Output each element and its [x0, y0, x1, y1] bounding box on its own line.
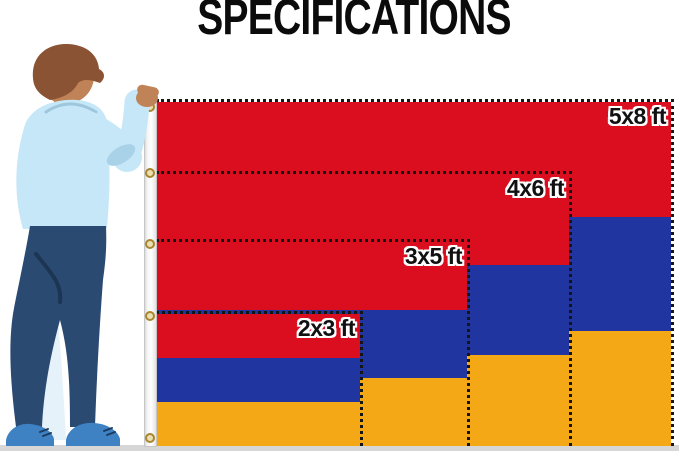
elbow-shade — [106, 144, 136, 166]
stripe-blue — [156, 358, 360, 402]
stripe-red — [156, 314, 360, 358]
grommet-icon — [145, 168, 155, 178]
shoe-laces — [39, 427, 116, 437]
flag-size-2x3: 2x3 ft — [156, 311, 363, 446]
hand — [136, 89, 158, 107]
between-legs-shadow — [38, 318, 66, 440]
size-label-4x6: 4x6 ft — [506, 175, 565, 201]
pants-seam — [34, 252, 63, 304]
page-title: SPECIFICATIONS — [196, 0, 511, 45]
person-illustration — [6, 43, 159, 446]
size-label-3x5: 3x5 ft — [404, 243, 463, 269]
grommet-icon — [145, 433, 155, 443]
ground-line — [0, 445, 679, 451]
shoe-right — [66, 422, 120, 446]
hair — [32, 43, 105, 100]
collar — [44, 102, 98, 114]
shoe-left — [6, 423, 54, 446]
grommet-icon — [145, 311, 155, 321]
stripe-red — [156, 242, 467, 310]
size-label-2x3: 2x3 ft — [297, 315, 356, 341]
grommet-icon — [145, 239, 155, 249]
pants — [10, 226, 107, 427]
stripe-orange — [156, 402, 360, 446]
size-label-5x8: 5x8 ft — [608, 103, 667, 129]
